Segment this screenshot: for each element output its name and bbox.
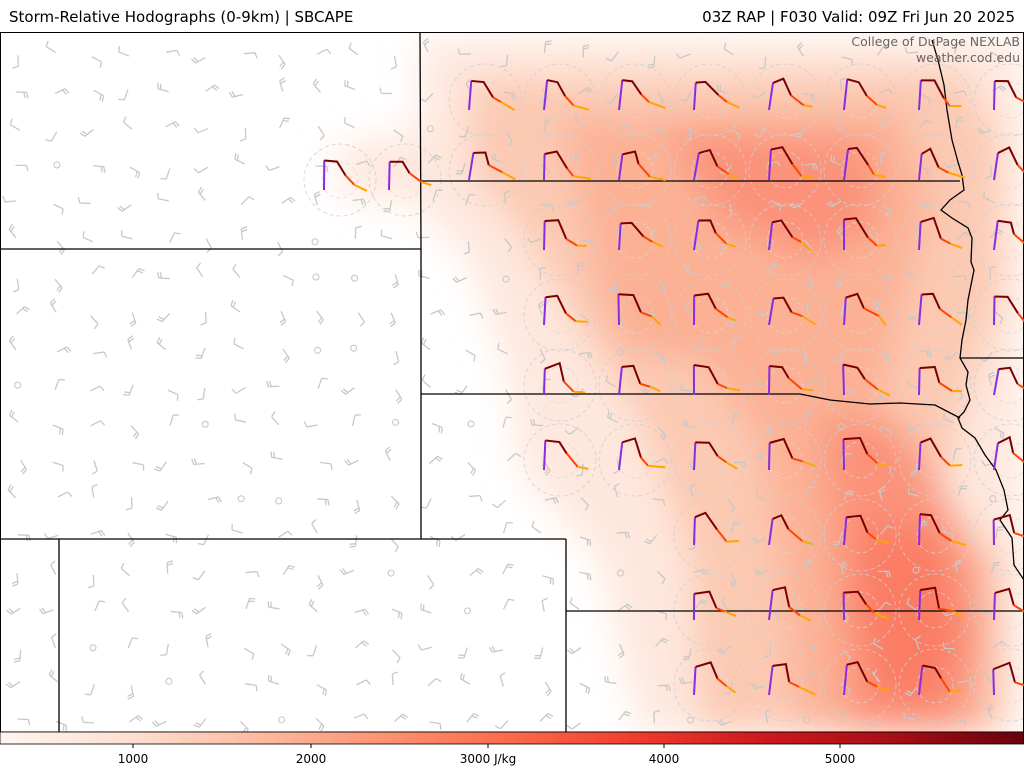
colorbar-tick-label: 1000 (117, 752, 149, 766)
colorbar-labels: 1000 2000 3000 J/kg 4000 5000 (0, 750, 1024, 768)
colorbar-tick-label: 3000 J/kg (459, 752, 517, 766)
colorbar-tick-label: 2000 (295, 752, 327, 766)
hodograph-rings (303, 63, 1024, 722)
state-border-wy-sd (419, 32, 422, 250)
title-bar: Storm-Relative Hodographs (0-9km) | SBCA… (0, 0, 1024, 32)
hodographs (323, 77, 1024, 696)
credit-line-1: College of DuPage NEXLAB (851, 34, 1020, 49)
colorbar (0, 731, 1024, 748)
colorbar-gradient (0, 731, 1024, 745)
sbcape-fill (330, 36, 1024, 732)
missouri-river-border (931, 39, 1024, 581)
state-border-ne-ks (421, 393, 961, 419)
credit-line-2: weather.cod.edu (916, 50, 1020, 65)
model-run-info: 03Z RAP | F030 Valid: 09Z Fri Jun 20 202… (702, 8, 1015, 26)
page-title: Storm-Relative Hodographs (0-9km) | SBCA… (9, 8, 354, 26)
wind-barbs (2, 37, 1008, 732)
colorbar-tick-label: 5000 (824, 752, 856, 766)
colorbar-tick-label: 4000 (648, 752, 680, 766)
